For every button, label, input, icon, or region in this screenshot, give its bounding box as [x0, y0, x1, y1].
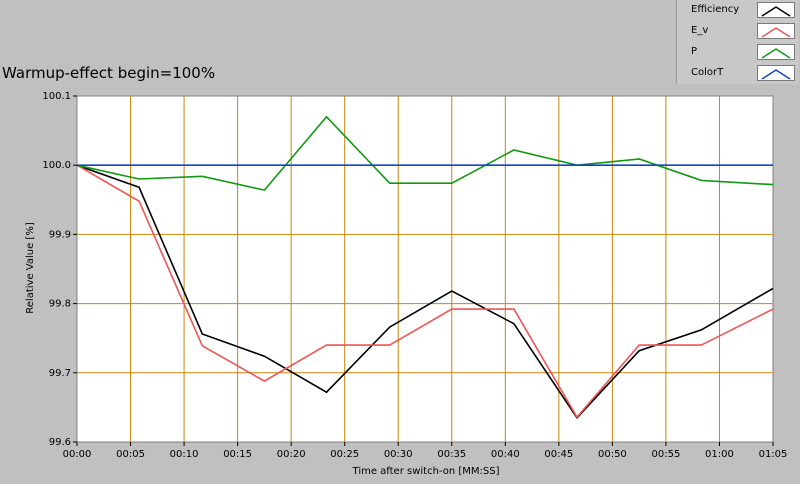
- x-tick-label: 00:15: [223, 449, 252, 460]
- legend-item-e-v: E_v: [677, 21, 799, 42]
- legend-line-e-v: [761, 27, 791, 38]
- legend-label: P: [691, 46, 698, 57]
- x-tick-label: 00:05: [116, 449, 145, 460]
- legend-line-p: [761, 48, 791, 59]
- legend-label: E_v: [691, 25, 709, 36]
- x-tick-label: 00:45: [544, 449, 573, 460]
- series-line-e-v: [76, 164, 774, 419]
- x-tick-label: 00:25: [330, 449, 359, 460]
- series-line-efficiency: [76, 164, 774, 420]
- legend-swatch-e-v: [757, 23, 795, 39]
- legend-swatch-colort: [757, 65, 795, 81]
- x-tick-label: 00:35: [437, 449, 466, 460]
- x-tick-label: 01:05: [759, 449, 788, 460]
- series-line-p: [76, 115, 774, 191]
- legend-line-efficiency: [761, 6, 791, 17]
- x-tick-label: 00:50: [598, 449, 627, 460]
- y-tick-label: 99.9: [49, 229, 71, 240]
- legend-label: ColorT: [691, 67, 724, 78]
- y-tick-label: 99.8: [49, 299, 71, 310]
- y-tick-label: 99.6: [49, 437, 71, 448]
- y-axis-label: Relative Value [%]: [25, 222, 36, 314]
- legend-swatch-p: [757, 44, 795, 60]
- plot-area: [76, 95, 774, 443]
- x-tick-label: 00:20: [277, 449, 306, 460]
- legend-item-p: P: [677, 42, 799, 63]
- chart-title: Warmup-effect begin=100%: [2, 64, 216, 82]
- legend-item-efficiency: Efficiency: [677, 0, 799, 21]
- y-tick-label: 100.1: [42, 91, 71, 102]
- x-tick-label: 01:00: [705, 449, 734, 460]
- x-axis-label: Time after switch-on [MM:SS]: [352, 466, 500, 477]
- x-tick-label: 00:40: [491, 449, 520, 460]
- legend-label: Efficiency: [691, 4, 740, 15]
- legend: Efficiency E_v P ColorT: [676, 0, 799, 84]
- legend-item-colort: ColorT: [677, 63, 799, 84]
- x-tick-label: 00:55: [652, 449, 681, 460]
- x-tick-label: 00:30: [384, 449, 413, 460]
- legend-line-colort: [761, 69, 791, 80]
- legend-swatch-efficiency: [757, 2, 795, 18]
- x-tick-label: 00:00: [63, 449, 92, 460]
- x-tick-label: 00:10: [170, 449, 199, 460]
- y-tick-label: 100.0: [42, 160, 71, 171]
- y-tick-label: 99.7: [49, 368, 71, 379]
